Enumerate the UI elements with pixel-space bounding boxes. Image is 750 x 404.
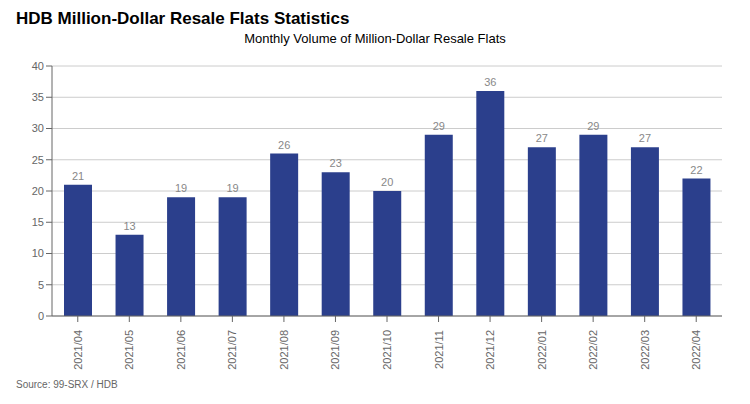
svg-text:19: 19 <box>226 182 238 194</box>
svg-text:2021/04: 2021/04 <box>72 330 84 370</box>
svg-text:10: 10 <box>32 247 44 259</box>
svg-text:27: 27 <box>536 132 548 144</box>
svg-text:23: 23 <box>330 157 342 169</box>
svg-text:2021/12: 2021/12 <box>484 330 496 370</box>
svg-text:2022/01: 2022/01 <box>536 330 548 370</box>
svg-text:26: 26 <box>278 139 290 151</box>
html-text:HDB Million-Dollar Resale Flat: HDB Million-Dollar Resale Flats Statisti… <box>16 9 350 28</box>
svg-text:13: 13 <box>123 220 135 232</box>
svg-text:2021/10: 2021/10 <box>381 330 393 370</box>
svg-text:22: 22 <box>690 164 702 176</box>
svg-text:0: 0 <box>38 310 44 322</box>
html-text:Monthly Volume of Million-Doll: Monthly Volume of Million-Dollar Resale … <box>244 31 506 46</box>
svg-text:29: 29 <box>587 120 599 132</box>
svg-text:36: 36 <box>484 76 496 88</box>
svg-text:2021/07: 2021/07 <box>226 330 238 370</box>
svg-text:2021/06: 2021/06 <box>175 330 187 370</box>
svg-text:29: 29 <box>433 120 445 132</box>
svg-text:2021/05: 2021/05 <box>123 330 135 370</box>
svg-text:2021/08: 2021/08 <box>278 330 290 370</box>
svg-text:2021/11: 2021/11 <box>433 330 445 369</box>
svg-text:21: 21 <box>72 170 84 182</box>
svg-text:35: 35 <box>32 91 44 103</box>
svg-text:2022/03: 2022/03 <box>639 330 651 370</box>
svg-text:5: 5 <box>38 279 44 291</box>
svg-text:15: 15 <box>32 216 44 228</box>
svg-text:2021/09: 2021/09 <box>329 330 341 370</box>
svg-text:27: 27 <box>639 132 651 144</box>
svg-text:20: 20 <box>32 185 44 197</box>
svg-text:30: 30 <box>32 122 44 134</box>
svg-text:2022/04: 2022/04 <box>690 330 702 370</box>
svg-text:2022/02: 2022/02 <box>587 330 599 370</box>
svg-text:40: 40 <box>32 60 44 72</box>
html-text:Source: 99-SRX / HDB: Source: 99-SRX / HDB <box>16 379 118 390</box>
svg-text:19: 19 <box>175 182 187 194</box>
svg-text:25: 25 <box>32 154 44 166</box>
svg-text:20: 20 <box>381 176 393 188</box>
